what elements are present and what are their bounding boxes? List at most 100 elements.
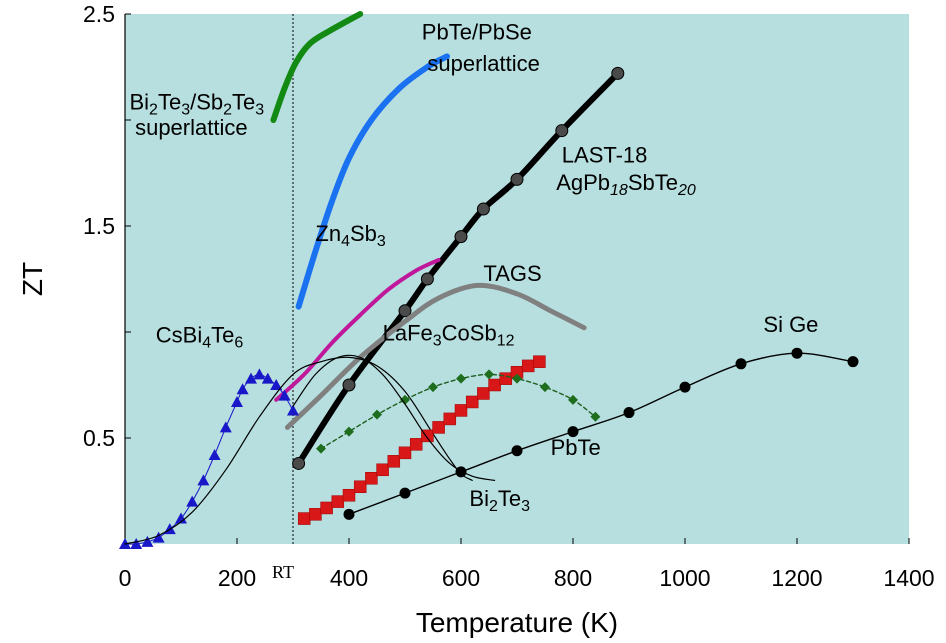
x-tick-label: 600: [442, 565, 480, 591]
data-point: [590, 411, 601, 422]
series-label: superlattice: [427, 51, 540, 76]
label-part: 4: [202, 334, 211, 351]
label-part: Te: [158, 89, 181, 114]
label-part: LAST-18: [562, 142, 648, 167]
data-point: [141, 535, 154, 547]
label-part: /Sb: [190, 89, 223, 114]
series-zn4sb3: [274, 257, 441, 402]
series-csbi4te6: [119, 368, 299, 549]
y-tick-label: 1.5: [83, 213, 115, 239]
data-point: [488, 378, 501, 392]
data-point: [344, 426, 354, 437]
data-point: [245, 372, 257, 384]
data-point: [623, 407, 635, 419]
series-label: CsBi4Te6: [156, 323, 244, 352]
data-point: [152, 531, 165, 543]
label-part: CoSb: [442, 320, 497, 345]
data-point: [331, 495, 345, 508]
data-point: [428, 382, 438, 393]
label-part: 12: [497, 332, 515, 349]
label-part: 4: [341, 233, 350, 250]
x-tick-label: 0: [119, 565, 132, 591]
data-point: [353, 480, 367, 494]
data-point: [399, 487, 411, 499]
data-point: [555, 124, 569, 138]
data-point: [533, 355, 546, 368]
series-label: Bi2Te3: [469, 486, 530, 515]
data-point: [512, 373, 522, 384]
data-point: [208, 448, 221, 460]
label-part: 6: [234, 334, 243, 351]
labels-layer: Bi2Te3/Sb2Te3superlatticePbTe/PbSesuperl…: [129, 19, 818, 514]
label-part: Te: [498, 486, 521, 511]
data-point: [219, 421, 232, 433]
series-label: AgPb18SbTe20: [556, 170, 696, 199]
series-line: [284, 282, 587, 430]
data-point: [342, 488, 356, 502]
series-label: LAST-18: [562, 142, 648, 167]
data-point: [476, 202, 490, 216]
data-point: [420, 272, 434, 286]
data-point: [499, 372, 513, 385]
data-point: [567, 426, 579, 438]
data-point: [130, 538, 143, 549]
data-point: [343, 508, 355, 520]
data-point: [175, 512, 187, 524]
label-part: PbTe: [551, 435, 601, 460]
data-point: [365, 472, 378, 485]
rt-label: RT: [272, 562, 294, 582]
data-point: [465, 395, 479, 409]
data-point: [510, 172, 524, 186]
data-point: [398, 446, 412, 460]
data-point: [316, 443, 326, 454]
data-point: [432, 421, 445, 434]
label-part: superlattice: [427, 51, 540, 76]
data-point: [679, 381, 691, 393]
data-point: [309, 508, 322, 521]
data-point: [297, 512, 311, 525]
series-label: PbTe: [551, 435, 601, 460]
label-part: Sb: [350, 221, 377, 246]
series-label: TAGS: [483, 261, 541, 286]
data-point: [409, 438, 423, 451]
label-part: AgPb: [556, 170, 610, 195]
label-part: Te: [211, 323, 234, 348]
label-part: 3: [433, 332, 442, 349]
y-tick-label: 0.5: [83, 425, 115, 451]
label-part: SbTe: [628, 170, 678, 195]
series-label: Si Ge: [763, 312, 818, 337]
label-part: 3: [377, 233, 386, 250]
x-tick-label: 400: [330, 565, 368, 591]
data-point: [455, 466, 467, 478]
label-part: 18: [610, 182, 628, 199]
x-axis-title: Temperature (K): [416, 607, 618, 638]
data-point: [611, 66, 625, 80]
data-point: [320, 501, 333, 515]
series-label: LaFe3CoSb12: [383, 320, 515, 349]
data-point: [398, 304, 412, 318]
data-point: [197, 474, 210, 486]
series-line: [274, 257, 441, 402]
data-point: [231, 395, 243, 407]
series-sige: [343, 347, 859, 520]
data-point: [443, 412, 457, 426]
data-point: [454, 230, 468, 244]
data-point: [278, 389, 291, 401]
series-pbte: [316, 369, 601, 454]
data-point: [521, 359, 535, 373]
label-part: 3: [521, 498, 530, 515]
series-line: [348, 352, 854, 515]
data-point: [477, 387, 490, 400]
label-part: TAGS: [483, 261, 541, 286]
data-point: [791, 347, 803, 359]
data-point: [253, 368, 266, 380]
data-point: [372, 409, 382, 420]
data-point: [236, 383, 249, 395]
series-line: [270, 11, 364, 123]
data-point: [387, 455, 401, 468]
data-point: [400, 394, 410, 405]
data-point: [270, 379, 283, 390]
label-part: PbTe/PbSe: [422, 19, 532, 44]
series-label: superlattice: [135, 115, 248, 140]
x-tick-label: 1200: [771, 565, 822, 591]
